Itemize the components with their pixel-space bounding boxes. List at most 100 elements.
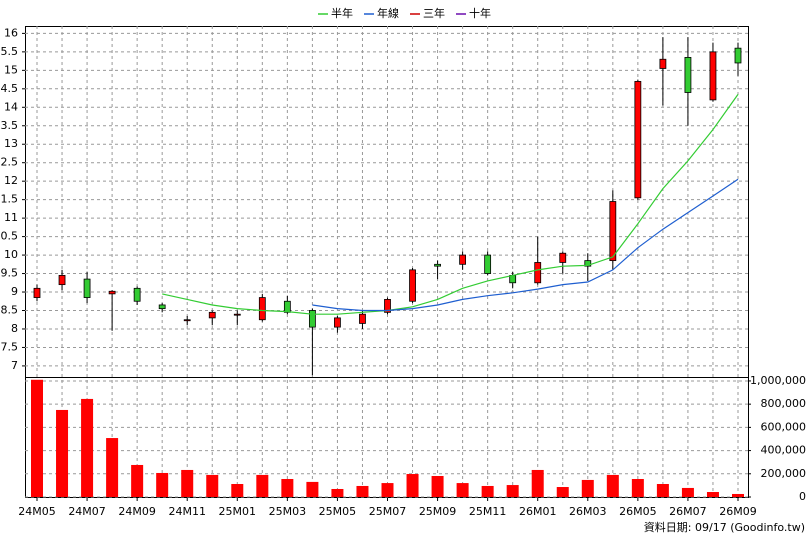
volume-bar xyxy=(531,469,544,497)
x-tick-label: 24M11 xyxy=(168,505,206,518)
y-tick-label: 0.5 xyxy=(1,230,19,243)
legend-label: 半年 xyxy=(331,6,353,20)
y-tick-label: 7.5 xyxy=(1,340,19,353)
candle-body xyxy=(83,278,91,298)
volume-bar xyxy=(706,492,719,497)
y-tick-label: 14 xyxy=(4,100,18,113)
volume-bar xyxy=(156,472,169,497)
volume-bar xyxy=(256,474,269,497)
candle-body xyxy=(484,254,492,274)
volume-bar xyxy=(431,475,444,497)
candle-body xyxy=(509,274,517,284)
y-tick-label: 800,000 xyxy=(761,397,807,410)
x-tick-label: 25M03 xyxy=(269,505,307,518)
y-tick-label: 4.5 xyxy=(1,82,19,95)
volume-bar xyxy=(506,485,519,497)
candle-body xyxy=(534,262,542,284)
volume-bar xyxy=(481,485,494,497)
y-tick-label: 9 xyxy=(11,285,18,298)
x-tick-label: 26M09 xyxy=(719,505,757,518)
candle-body xyxy=(459,254,467,265)
candle-body xyxy=(409,269,416,302)
y-tick-label: 9.5 xyxy=(1,267,19,280)
candle-body xyxy=(258,297,266,321)
candle-body xyxy=(334,317,341,328)
candle-body xyxy=(559,252,567,263)
x-tick-label: 25M09 xyxy=(419,505,457,518)
candle-body xyxy=(734,47,742,64)
source-note: 資料日期: 09/17 (Goodinfo.tw) xyxy=(644,520,805,534)
volume-bar xyxy=(732,493,744,497)
candle-body xyxy=(359,313,366,324)
volume-bar xyxy=(306,481,319,497)
x-tick-label: 25M07 xyxy=(369,505,407,518)
volume-bar xyxy=(181,469,194,497)
volume-bar xyxy=(206,474,219,497)
y-tick-label: 400,000 xyxy=(761,444,807,457)
volume-bar xyxy=(581,479,594,497)
volume-bar xyxy=(81,398,94,497)
volume-bar xyxy=(681,487,694,497)
candle-body xyxy=(434,263,441,267)
candle-body xyxy=(634,81,642,199)
y-tick-label: 15 xyxy=(4,63,18,76)
candle-body xyxy=(108,290,116,295)
volume-bar xyxy=(456,483,469,497)
candle-body xyxy=(58,274,66,286)
x-tick-label: 24M09 xyxy=(118,505,156,518)
volume-bar xyxy=(381,483,394,497)
y-tick-label: 600,000 xyxy=(761,420,807,433)
candle-body xyxy=(308,310,316,328)
volume-bar xyxy=(31,379,43,497)
y-tick-label: 1,000,000 xyxy=(750,374,806,387)
candle-body xyxy=(158,304,166,310)
x-tick-label: 26M05 xyxy=(619,505,657,518)
candle-body xyxy=(133,287,141,302)
volume-bar xyxy=(231,484,244,497)
candle-body xyxy=(659,58,667,69)
volume-bar xyxy=(656,484,669,497)
candle-body xyxy=(609,201,617,262)
volume-bar xyxy=(281,479,294,497)
candle-body xyxy=(233,313,241,316)
volume-bar xyxy=(606,474,619,497)
y-tick-label: 16 xyxy=(4,26,18,39)
volume-bar xyxy=(556,487,569,497)
volume-bar xyxy=(56,409,69,497)
y-tick-label: 3.5 xyxy=(1,119,19,132)
y-tick-label: 5.5 xyxy=(1,45,19,58)
y-tick-label: 8.5 xyxy=(1,303,19,316)
y-tick-label: 7 xyxy=(11,359,18,372)
x-tick-label: 25M01 xyxy=(219,505,257,518)
candle-body xyxy=(208,311,216,319)
y-tick-label: 11 xyxy=(4,211,18,224)
candle-body xyxy=(709,51,717,101)
y-tick-label: 13 xyxy=(4,137,18,150)
ma-line xyxy=(162,94,739,315)
candle-body xyxy=(684,57,692,93)
volume-bar xyxy=(331,488,344,497)
x-tick-label: 25M11 xyxy=(469,505,507,518)
volume-bar xyxy=(131,464,144,497)
legend-label: 年線 xyxy=(377,6,399,20)
volume-bar xyxy=(356,485,369,497)
legend-label: 十年 xyxy=(469,6,491,20)
candle-body xyxy=(183,319,191,322)
candle-body xyxy=(384,299,391,313)
y-tick-label: 8 xyxy=(11,322,18,335)
ma-line xyxy=(312,178,739,312)
y-tick-label: 0 xyxy=(799,490,806,503)
volume-bar xyxy=(106,438,119,497)
y-tick-label: 1.5 xyxy=(1,193,19,206)
candle-body xyxy=(584,260,592,267)
volume-bar xyxy=(631,479,644,497)
x-tick-label: 24M07 xyxy=(68,505,106,518)
x-tick-label: 25M05 xyxy=(319,505,357,518)
y-tick-label: 12 xyxy=(4,174,18,187)
legend-label: 三年 xyxy=(423,6,445,20)
x-tick-label: 24M05 xyxy=(18,505,56,518)
y-tick-label: 200,000 xyxy=(761,467,807,480)
x-tick-label: 26M07 xyxy=(669,505,707,518)
volume-bar xyxy=(406,474,419,497)
